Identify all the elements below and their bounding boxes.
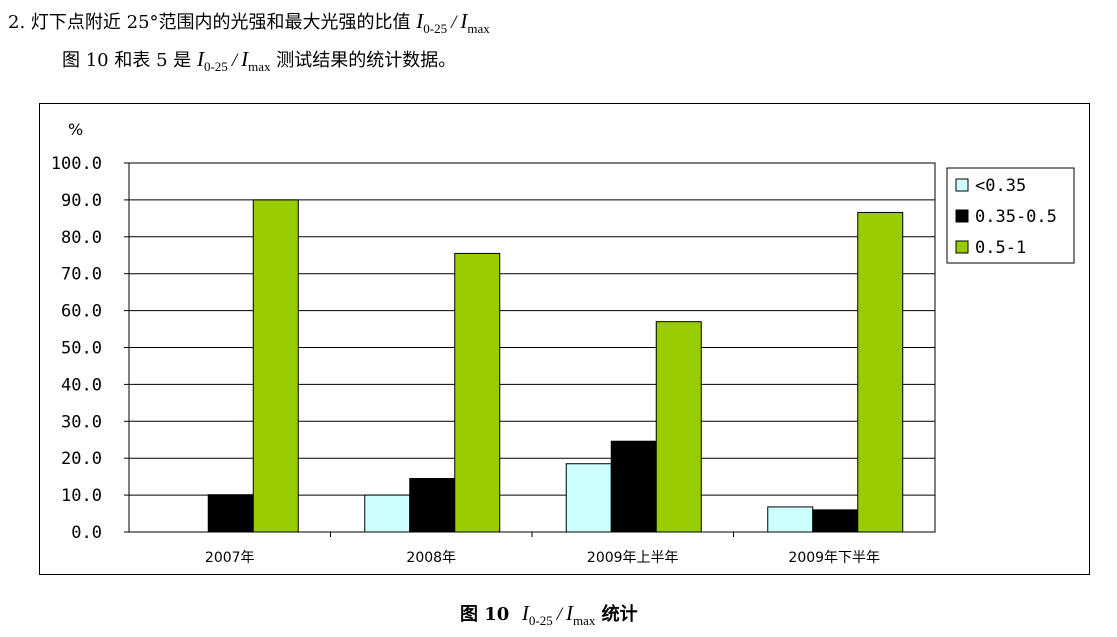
y-tick-label: 60.0 (61, 302, 102, 322)
heading-line-2-prefix: 图 10 和表 5 是 (62, 50, 197, 71)
heading-line-1: 2. 灯下点附近 25°范围内的光强和最大光强的比值 I0-25/Imax (8, 8, 490, 37)
y-tick-label: 50.0 (61, 339, 102, 359)
ratio-formula-1: I0-25/Imax (416, 9, 490, 36)
caption-suffix: 统计 (601, 604, 638, 625)
bar (767, 506, 814, 533)
bar (454, 252, 501, 533)
heading-line-2-suffix: 测试结果的统计数据。 (270, 50, 457, 71)
x-tick-label: 2008年 (406, 550, 456, 566)
chart-frame: 0.0 10.0 20.0 30.0 40.0 50.0 60.0 70.0 80.0 90.0 1… (39, 103, 1090, 575)
x-tick-label: 2009年上半年 (587, 550, 679, 566)
bar (409, 477, 456, 533)
bar (207, 494, 254, 533)
legend-entry: <0.35 (975, 176, 1026, 196)
y-axis-label: % (68, 120, 83, 139)
figure-caption: 图 10 I0-25/Imax 统计 (460, 600, 638, 629)
caption-formula: I0-25/Imax (521, 601, 596, 628)
y-tick-label: 40.0 (61, 375, 102, 395)
x-tick-label: 2009年下半年 (788, 550, 880, 566)
y-tick-label: 80.0 (61, 228, 102, 248)
x-tick-label: 2007年 (205, 550, 255, 566)
bar (655, 321, 702, 533)
legend-swatch (955, 178, 969, 192)
bar (857, 211, 904, 533)
bar (610, 440, 657, 533)
y-tick-label: 30.0 (61, 412, 102, 432)
legend-swatch (955, 209, 969, 223)
legend-entry: 0.35-0.5 (975, 207, 1057, 227)
ratio-formula-2: I0-25/Imax (196, 47, 271, 74)
bar (364, 494, 411, 533)
y-tick-label: 90.0 (61, 191, 102, 211)
legend-entry: 0.5-1 (975, 238, 1026, 258)
y-tick-label: 100.0 (51, 154, 102, 174)
bar (565, 463, 612, 533)
y-tick-label: 20.0 (61, 449, 102, 469)
heading-line-2: 图 10 和表 5 是 I0-25/Imax 测试结果的统计数据。 (62, 46, 456, 75)
y-tick-label: 10.0 (61, 486, 102, 506)
legend-swatch (955, 240, 969, 254)
heading-line-1-text: 2. 灯下点附近 25°范围内的光强和最大光强的比值 (8, 12, 417, 33)
bar (812, 509, 859, 533)
bar-chart: 0.0 10.0 20.0 30.0 40.0 50.0 60.0 70.0 80.0 90.0 1… (51, 120, 1075, 566)
caption-prefix: 图 10 (460, 604, 510, 625)
y-tick-label: 70.0 (61, 265, 102, 285)
y-tick-label: 0.0 (71, 523, 102, 543)
bar (252, 199, 299, 533)
